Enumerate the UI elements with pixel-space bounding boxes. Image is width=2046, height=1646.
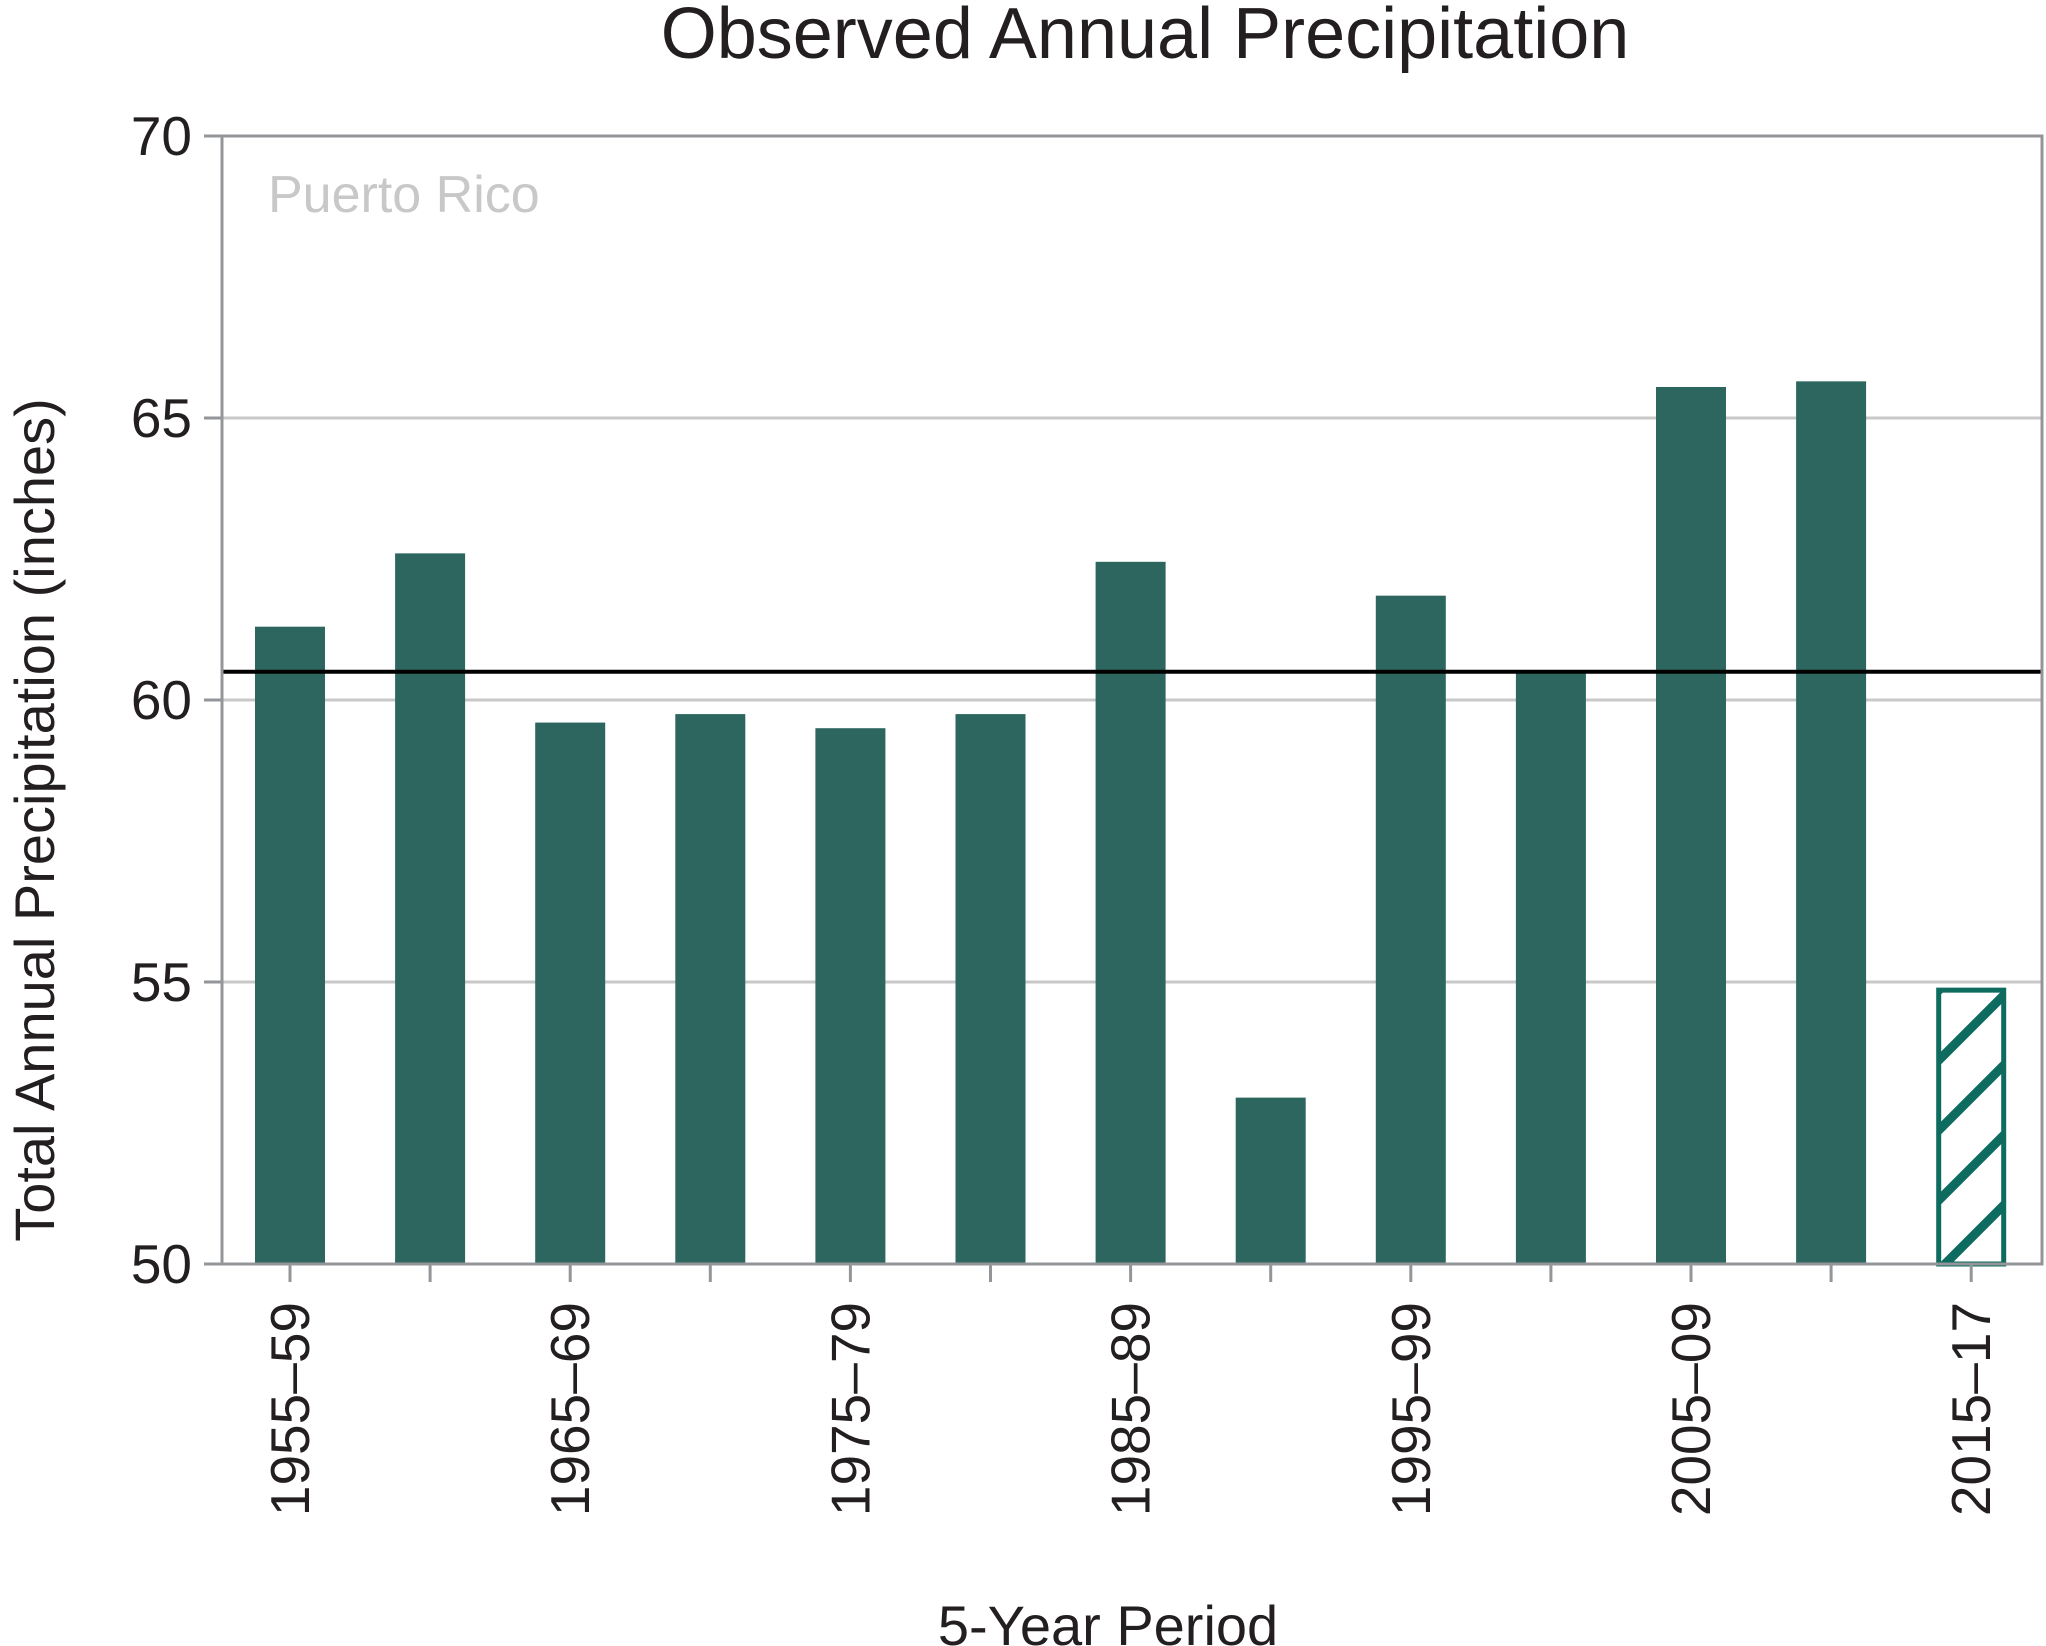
region-label: Puerto Rico bbox=[268, 166, 540, 224]
x-axis-label: 5-Year Period bbox=[938, 1594, 1278, 1646]
bar-1975–79 bbox=[815, 728, 886, 1264]
bar-1985–89 bbox=[1095, 561, 1166, 1264]
bar-2010–14 bbox=[1796, 381, 1867, 1265]
bar-2005–09 bbox=[1656, 386, 1726, 1265]
y-axis-label: Total Annual Precipitation (inches) bbox=[3, 398, 66, 1242]
bars bbox=[255, 381, 2007, 1267]
x-tick-label-2015–17: 2015–17 bbox=[1940, 1302, 2002, 1516]
x-tick-label-1965–69: 1965–69 bbox=[539, 1302, 601, 1516]
bar-1965–69 bbox=[535, 722, 606, 1264]
x-tick-label-1975–79: 1975–79 bbox=[819, 1302, 881, 1516]
y-tick-label-55: 55 bbox=[131, 951, 192, 1013]
bar-1960–64 bbox=[395, 553, 466, 1264]
y-tick-label-60: 60 bbox=[131, 669, 192, 731]
chart-title: Observed Annual Precipitation bbox=[661, 0, 1630, 74]
bar-1995–99 bbox=[1375, 595, 1446, 1264]
x-tick-label-1955–59: 1955–59 bbox=[259, 1302, 321, 1516]
y-tick-label-70: 70 bbox=[131, 105, 192, 167]
bar-1990–94 bbox=[1235, 1097, 1306, 1264]
x-tick-label-1985–89: 1985–89 bbox=[1100, 1302, 1162, 1516]
y-tick-label-50: 50 bbox=[131, 1233, 192, 1295]
bar-1955–59 bbox=[255, 626, 325, 1264]
bar-1980–84 bbox=[955, 714, 1026, 1264]
bar-1970–74 bbox=[675, 714, 746, 1264]
bar-2000–04 bbox=[1515, 671, 1586, 1264]
x-axis-ticks: 1955–59 1965–69 1975–79 1985–89 1995–99 2005–… bbox=[259, 1264, 2002, 1516]
x-tick-label-2005–09: 2005–09 bbox=[1660, 1302, 1722, 1516]
y-axis-ticks: 50 55 60 65 70 bbox=[131, 105, 222, 1295]
x-tick-label-1995–99: 1995–99 bbox=[1380, 1302, 1442, 1516]
bar-2015–17 bbox=[1936, 987, 2007, 1267]
y-tick-label-65: 65 bbox=[131, 387, 192, 449]
